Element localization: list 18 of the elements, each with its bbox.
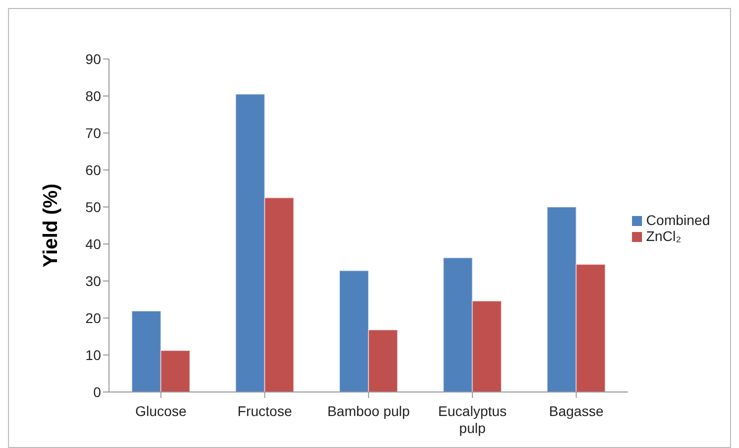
y-tick-label: 70 — [85, 124, 102, 141]
y-tick-label: 10 — [85, 346, 102, 363]
y-tick-label: 30 — [85, 272, 102, 289]
x-tick-label: Bamboo pulp — [327, 403, 410, 419]
x-tick-label: Eucalyptus pulp — [438, 403, 507, 436]
legend-label: Combined — [646, 212, 710, 228]
y-tick-label: 40 — [85, 236, 102, 252]
y-tick-label: 50 — [85, 198, 102, 215]
x-tick-label: Glucose — [135, 403, 187, 419]
x-tick-label: Fructose — [238, 403, 292, 419]
y-axis-title: Yield (%) — [40, 184, 62, 268]
y-tick-label: 90 — [85, 50, 102, 67]
x-tick-label: Bagasse — [549, 403, 604, 419]
y-tick-label: 0 — [93, 384, 102, 400]
y-tick-label: 80 — [85, 88, 102, 104]
legend-label: ZnCl₂ — [646, 228, 682, 244]
y-tick-label: 20 — [85, 310, 102, 326]
y-tick-label: 60 — [85, 162, 102, 178]
